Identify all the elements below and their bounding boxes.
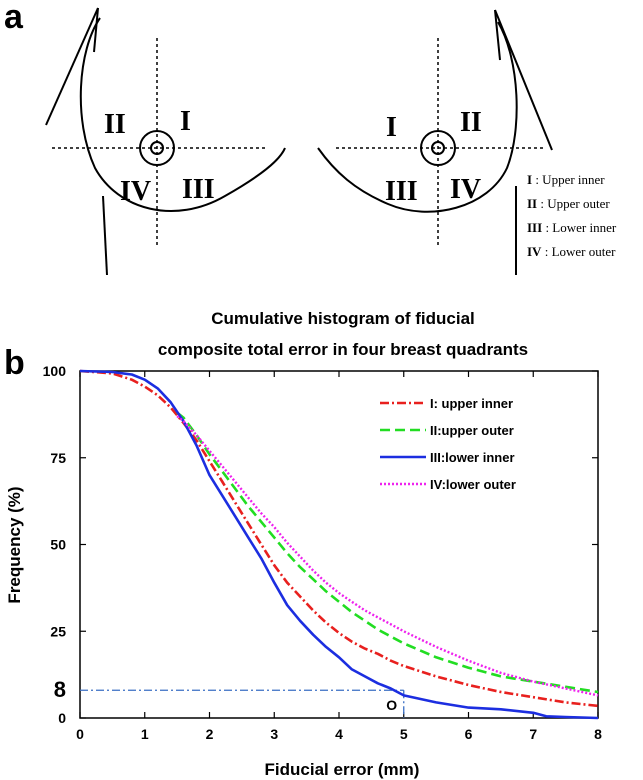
quadrant-legend-numeral: III <box>527 220 542 235</box>
right-quadrant-I: I <box>386 112 397 143</box>
legend-label: II:upper outer <box>430 423 514 438</box>
right-body-outline <box>494 9 501 61</box>
annotation-y-label: 8 <box>54 677 66 702</box>
left-nipple <box>150 141 164 155</box>
x-tick-label: 0 <box>76 726 84 742</box>
x-tick-label: 2 <box>206 726 214 742</box>
y-tick-label: 50 <box>50 537 66 553</box>
left-quadrant-II: II <box>104 109 126 140</box>
y-tick-label: 0 <box>58 710 66 726</box>
legend-label: I: upper inner <box>430 396 513 411</box>
right-quadrant-IV: IV <box>450 174 481 205</box>
quadrant-legend-text: : Lower outer <box>541 244 616 259</box>
quadrant-legend-item: III : Lower inner <box>527 220 617 235</box>
panel-a-label: a <box>4 0 24 36</box>
right-areola <box>420 130 456 166</box>
quadrant-legend-item: I : Upper inner <box>527 172 605 187</box>
legend-label: III:lower inner <box>430 450 515 465</box>
left-areola <box>139 130 175 166</box>
right-breast-outline <box>317 21 518 213</box>
quadrant-legend-item: II : Upper outer <box>527 196 610 211</box>
x-tick-label: 7 <box>529 726 537 742</box>
left-quadrant-I: I <box>180 106 191 137</box>
left-chest-line <box>45 7 99 126</box>
left-body-outline <box>93 7 99 53</box>
series-line-II <box>176 411 599 694</box>
quadrant-legend-text: : Lower inner <box>542 220 617 235</box>
panel-b-label: b <box>4 344 25 382</box>
right-nipple <box>431 141 445 155</box>
left-quadrant-III: III <box>182 174 215 205</box>
left-breast-outline <box>79 17 286 212</box>
x-tick-label: 8 <box>594 726 602 742</box>
annotation-x-label: O <box>386 697 397 713</box>
right-quadrant-II: II <box>460 107 482 138</box>
chart-title-line1: Cumulative histogram of fiducial <box>211 309 475 328</box>
quadrant-legend-numeral: II <box>527 196 537 211</box>
y-tick-label: 75 <box>50 450 66 466</box>
quadrant-legend-text: : Upper inner <box>532 172 605 187</box>
left-torso-line <box>102 195 108 276</box>
x-tick-label: 1 <box>141 726 149 742</box>
left-breast-diagram <box>45 7 286 276</box>
quadrant-legend-numeral: I <box>527 172 532 187</box>
plot-area: 0 1 2 3 4 5 6 7 8 0 25 50 75 100 8 O I: upper inner II:up… <box>43 363 602 742</box>
x-tick-label: 5 <box>400 726 408 742</box>
x-tick-label: 4 <box>335 726 343 742</box>
legend-label: IV:lower outer <box>430 477 516 492</box>
right-breast-diagram <box>317 9 553 275</box>
quadrant-legend: I : Upper inner II : Upper outer III : L… <box>527 172 617 259</box>
plot-frame <box>79 370 599 719</box>
quadrant-legend-text: : Upper outer <box>537 196 610 211</box>
x-axis-title: Fiducial error (mm) <box>265 760 420 779</box>
series-line-I <box>79 369 599 708</box>
left-quadrant-IV: IV <box>120 176 151 207</box>
x-tick-label: 6 <box>465 726 473 742</box>
quadrant-legend-numeral: IV <box>527 244 542 259</box>
y-tick-label: 100 <box>43 363 67 379</box>
y-axis-title: Frequency (%) <box>5 486 24 603</box>
series-line-III <box>79 369 599 720</box>
right-quadrant-III: III <box>385 176 418 207</box>
x-tick-label: 3 <box>270 726 278 742</box>
chart-title-line2: composite total error in four breast qua… <box>158 340 528 359</box>
quadrant-legend-item: IV : Lower outer <box>527 244 616 259</box>
y-tick-label: 25 <box>50 623 66 639</box>
